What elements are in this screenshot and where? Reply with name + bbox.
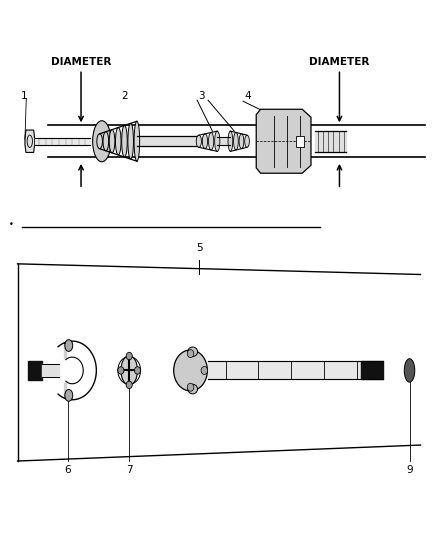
Ellipse shape bbox=[245, 135, 249, 147]
Text: DIAMETER: DIAMETER bbox=[51, 56, 111, 67]
Ellipse shape bbox=[116, 127, 121, 155]
Text: •: • bbox=[8, 221, 14, 229]
Ellipse shape bbox=[65, 340, 73, 351]
Ellipse shape bbox=[118, 367, 124, 374]
Ellipse shape bbox=[128, 123, 134, 159]
Ellipse shape bbox=[97, 134, 102, 149]
Ellipse shape bbox=[109, 130, 115, 153]
Ellipse shape bbox=[187, 350, 194, 358]
Ellipse shape bbox=[65, 390, 73, 401]
Ellipse shape bbox=[239, 134, 244, 149]
Ellipse shape bbox=[228, 131, 233, 151]
Ellipse shape bbox=[134, 122, 140, 161]
Ellipse shape bbox=[188, 347, 198, 357]
Text: 1: 1 bbox=[21, 91, 28, 101]
Ellipse shape bbox=[134, 367, 141, 374]
Ellipse shape bbox=[196, 135, 201, 147]
Text: 9: 9 bbox=[406, 465, 413, 475]
Ellipse shape bbox=[188, 384, 198, 394]
Ellipse shape bbox=[215, 131, 220, 151]
Polygon shape bbox=[256, 109, 311, 173]
Text: 4: 4 bbox=[244, 91, 251, 101]
Ellipse shape bbox=[126, 381, 132, 389]
Ellipse shape bbox=[404, 359, 415, 382]
Ellipse shape bbox=[103, 132, 109, 151]
Ellipse shape bbox=[121, 356, 138, 385]
Text: DIAMETER: DIAMETER bbox=[309, 56, 370, 67]
Ellipse shape bbox=[126, 352, 132, 360]
Ellipse shape bbox=[201, 367, 208, 374]
Ellipse shape bbox=[233, 133, 238, 150]
Ellipse shape bbox=[122, 125, 127, 157]
Ellipse shape bbox=[208, 133, 214, 150]
Text: 7: 7 bbox=[126, 465, 133, 475]
Ellipse shape bbox=[187, 383, 194, 391]
Ellipse shape bbox=[173, 350, 208, 391]
Ellipse shape bbox=[93, 120, 111, 162]
Text: 3: 3 bbox=[198, 91, 205, 101]
Text: 2: 2 bbox=[121, 91, 128, 101]
Bar bbox=[296, 136, 304, 147]
Ellipse shape bbox=[202, 134, 208, 149]
Text: 5: 5 bbox=[196, 243, 203, 253]
Text: 6: 6 bbox=[64, 465, 71, 475]
Polygon shape bbox=[25, 130, 35, 152]
